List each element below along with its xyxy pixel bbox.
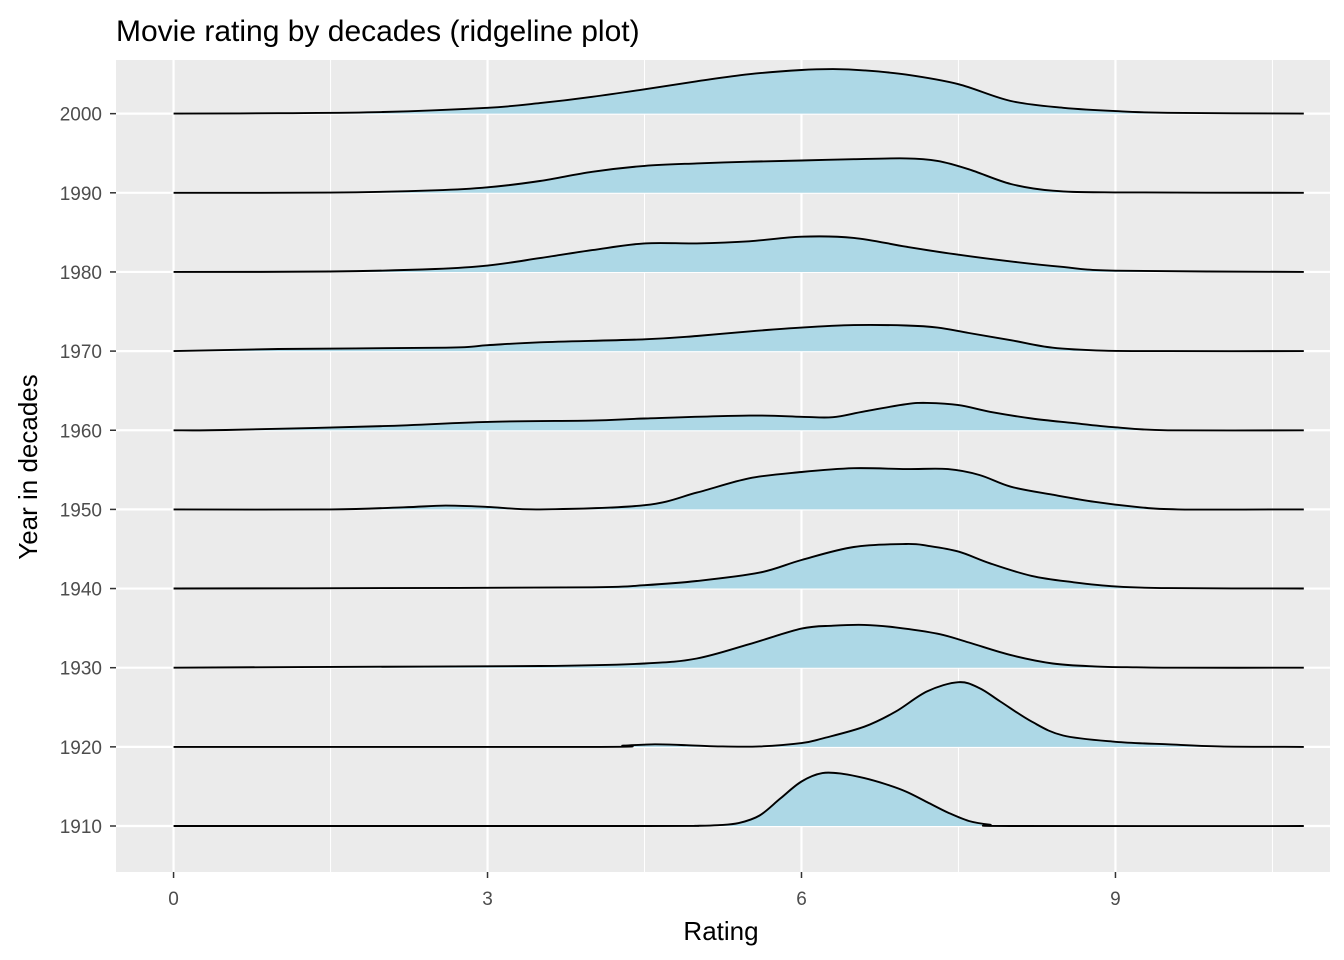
- ridge-outline-2000: [173, 68, 1304, 115]
- y-tick-label: 1960: [60, 421, 102, 442]
- ridge-fill-1940: [173, 543, 1304, 589]
- ridge-outline-1930: [173, 623, 1304, 669]
- ridge-fill-1920: [173, 682, 1304, 747]
- y-tick-label: 2000: [60, 105, 102, 126]
- ridge-fill-1990: [173, 158, 1304, 193]
- y-axis-ticks: 1910 1920 1930 1940 1950 1960 1970 1980 1990 2000: [60, 105, 116, 838]
- x-tick-label: 6: [796, 889, 807, 910]
- y-tick-label: 1990: [60, 184, 102, 205]
- ridge-series: [173, 68, 1304, 828]
- ridge-1920: [173, 681, 1304, 748]
- y-tick-label: 1910: [60, 817, 102, 838]
- ridge-outline-1920: [173, 681, 1304, 748]
- ridge-outline-1980: [173, 235, 1304, 273]
- ridge-1990: [173, 157, 1304, 194]
- y-tick-label: 1920: [60, 738, 102, 759]
- ridge-1930: [173, 623, 1304, 669]
- y-tick-label: 1950: [60, 500, 102, 521]
- ridge-1910: [173, 771, 1304, 828]
- ridge-fill-1930: [173, 624, 1304, 668]
- y-tick-label: 1930: [60, 659, 102, 680]
- ridge-outline-1950: [173, 467, 1304, 511]
- x-tick-label: 0: [168, 889, 179, 910]
- ridge-1960: [173, 401, 1304, 432]
- ridge-1970: [173, 323, 1304, 353]
- chart-title: Movie rating by decades (ridgeline plot): [116, 15, 640, 48]
- ridge-outline-1940: [173, 543, 1304, 590]
- ridge-1980: [173, 235, 1304, 273]
- y-tick-label: 1940: [60, 580, 102, 601]
- ridge-fill-2000: [173, 69, 1304, 114]
- x-tick-label: 3: [482, 889, 493, 910]
- plot-panel: [116, 60, 1330, 872]
- ridge-outline-1960: [173, 401, 1304, 432]
- ridge-outline-1910: [173, 771, 1304, 828]
- y-tick-label: 1980: [60, 263, 102, 284]
- x-axis-ticks: 0 3 6 9: [168, 872, 1121, 910]
- ridge-outline-1970: [173, 323, 1304, 353]
- ridge-fill-1970: [173, 324, 1304, 352]
- y-tick-label: 1970: [60, 342, 102, 363]
- x-axis-title: Rating: [683, 916, 758, 946]
- y-axis-title: Year in decades: [13, 374, 43, 560]
- ridge-1940: [173, 543, 1304, 590]
- ridge-fill-1950: [173, 468, 1304, 510]
- ridge-1950: [173, 467, 1304, 511]
- ridge-outline-1990: [173, 157, 1304, 194]
- x-tick-label: 9: [1110, 889, 1121, 910]
- ridge-2000: [173, 68, 1304, 115]
